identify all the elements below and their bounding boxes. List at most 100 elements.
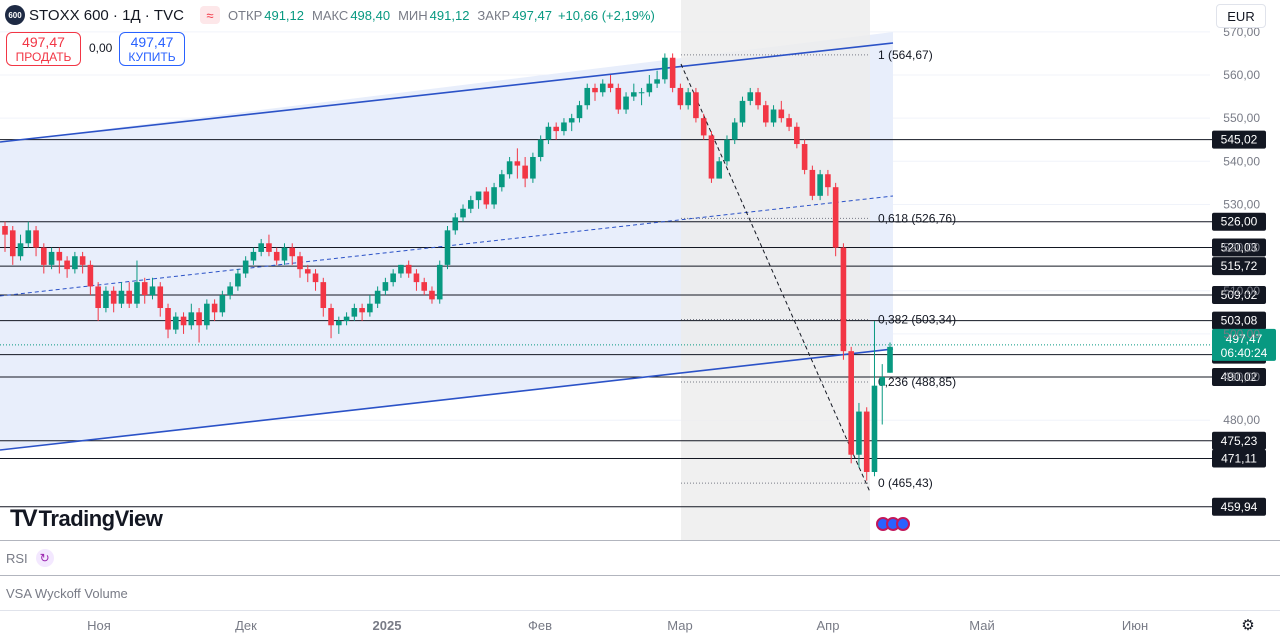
level-price-tag: [1212, 497, 1266, 516]
candle-body: [514, 161, 521, 166]
fib-trend-line[interactable]: [680, 63, 871, 493]
buy-button[interactable]: 497,47 КУПИТЬ: [119, 32, 185, 66]
wave-icon[interactable]: ≈: [199, 6, 220, 24]
fib-level-label: 0,382 (503,34): [878, 312, 956, 326]
high-label: МАКС: [312, 7, 349, 23]
candle-body: [227, 286, 233, 296]
candle-body: [289, 247, 296, 257]
candle-body: [724, 139, 730, 162]
candle-body: [196, 312, 202, 326]
candle-body: [204, 303, 210, 326]
candle-body: [871, 385, 878, 472]
candle-body: [615, 87, 622, 110]
currency-selector[interactable]: EUR: [1216, 4, 1266, 28]
sell-button[interactable]: 497,47 ПРОДАТЬ: [6, 32, 81, 66]
candle-body: [235, 273, 241, 287]
price-tick-label: 540,00: [1223, 154, 1260, 168]
tradingview-logo-icon: TV: [10, 505, 38, 532]
candle-body: [561, 122, 567, 132]
fib-level-label: 0 (465,43): [878, 476, 933, 490]
candle-body: [483, 191, 490, 205]
candle-body: [320, 282, 327, 309]
candle-body: [700, 118, 707, 136]
bottom-pane-divider: [0, 540, 1280, 541]
channel-upper-line[interactable]: [0, 42, 894, 143]
close-value: 497,47: [512, 7, 552, 23]
event-marker-icon[interactable]: [896, 517, 910, 531]
close-label: ЗАКР: [477, 7, 511, 23]
open-value: 491,12: [264, 7, 304, 23]
candle-body: [180, 316, 187, 326]
low-label: МИН: [398, 7, 428, 23]
candle-body: [840, 247, 847, 352]
candle-body: [2, 226, 8, 235]
candle-body: [778, 109, 785, 119]
level-price-label: 509,02: [1221, 288, 1258, 302]
events-markers[interactable]: [876, 517, 910, 531]
candle-body: [499, 174, 505, 188]
price-tick-label: 500,00: [1223, 327, 1260, 341]
candle-body: [250, 251, 257, 261]
candle-body: [141, 282, 148, 296]
candle-body: [405, 264, 412, 274]
candle-body: [343, 316, 350, 321]
candle-body: [79, 256, 86, 265]
rsi-pane-label[interactable]: RSI ↻: [6, 549, 54, 567]
level-price-label: 471,11: [1221, 452, 1257, 466]
candle-body: [266, 243, 272, 252]
candle-body: [165, 308, 171, 330]
candle-body: [794, 126, 800, 145]
candle-body: [770, 109, 777, 123]
candle-body: [398, 264, 404, 274]
horizontal-levels: 545,02526,00520,03515,72509,02503,08495,…: [0, 130, 1276, 516]
candle-body: [654, 79, 660, 84]
candle-body: [530, 156, 536, 179]
candle-body: [669, 57, 676, 88]
candle-body: [592, 87, 598, 93]
candle-body: [188, 312, 195, 326]
candle-body: [444, 230, 451, 265]
symbol-title[interactable]: STOXX 600 · 1Д · TVC: [29, 6, 184, 24]
candle-body: [41, 247, 47, 265]
symbol-logo[interactable]: 600: [5, 5, 25, 25]
rsi-label: RSI: [6, 550, 28, 566]
volume-pane-label[interactable]: VSA Wyckoff Volume: [6, 586, 128, 601]
candle-body: [638, 92, 645, 94]
candle-body: [599, 83, 606, 93]
change-value: +10,66 (+2,19%): [557, 7, 655, 23]
current-price-label: 497,47: [1226, 332, 1263, 346]
level-price-tag: [1212, 367, 1266, 386]
candle-body: [273, 251, 280, 261]
candle-body: [17, 243, 24, 257]
watermark-text: TradingView: [38, 506, 163, 531]
candle-body: [801, 144, 808, 170]
candle-body: [87, 264, 94, 287]
settings-icon[interactable]: ⚙: [1241, 617, 1255, 634]
candle-body: [879, 377, 886, 386]
candle-body: [367, 303, 373, 313]
candle-body: [242, 260, 249, 274]
candle-body: [693, 92, 699, 119]
candle-body: [856, 411, 862, 455]
candle-body: [103, 290, 109, 309]
candle-body: [9, 230, 16, 257]
low-value: 491,12: [429, 7, 470, 23]
buy-label: КУПИТЬ: [128, 50, 176, 64]
candle-body: [607, 83, 614, 88]
time-axis-label: Май: [969, 618, 994, 633]
candle-body: [25, 230, 32, 244]
price-axis: 570,00 560,00 550,00 540,00 530,00 520,00 510,…: [1223, 25, 1260, 427]
level-price-tag: [1212, 130, 1266, 149]
time-axis-label: 2025: [373, 618, 402, 633]
channel-lower-line[interactable]: [0, 348, 894, 451]
candle-body: [436, 264, 443, 300]
candle-body: [522, 165, 528, 179]
candle-body: [172, 316, 179, 330]
candle-body: [677, 87, 684, 106]
candle-body: [64, 260, 70, 270]
candle-body: [809, 169, 816, 196]
fib-level-label: 0,618 (526,76): [878, 211, 956, 225]
candle-body: [685, 92, 691, 106]
spread-value: 0,00: [89, 41, 113, 55]
